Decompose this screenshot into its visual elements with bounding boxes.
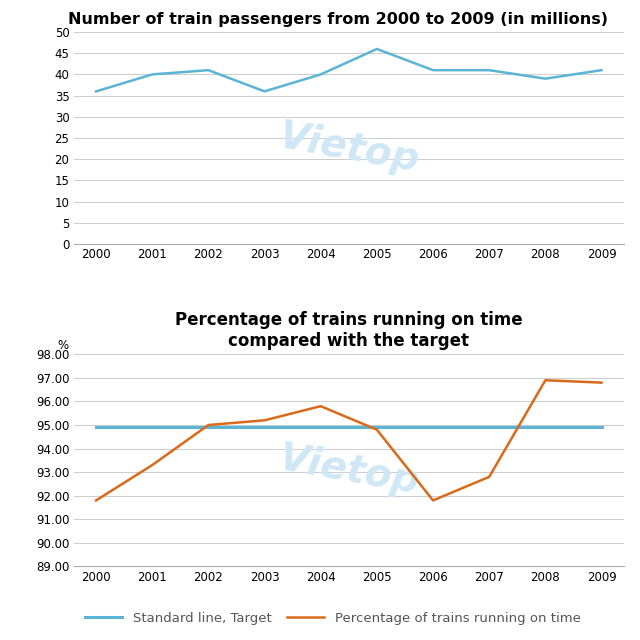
Text: Number of train passengers from 2000 to 2009 (in millions): Number of train passengers from 2000 to … <box>68 12 608 27</box>
Legend: Standard line, Target, Percentage of trains running on time: Standard line, Target, Percentage of tra… <box>80 607 586 630</box>
Title: Percentage of trains running on time
compared with the target: Percentage of trains running on time com… <box>175 311 523 350</box>
Text: %: % <box>57 339 68 352</box>
Text: Vietop: Vietop <box>275 118 422 180</box>
Text: Vietop: Vietop <box>275 440 422 502</box>
